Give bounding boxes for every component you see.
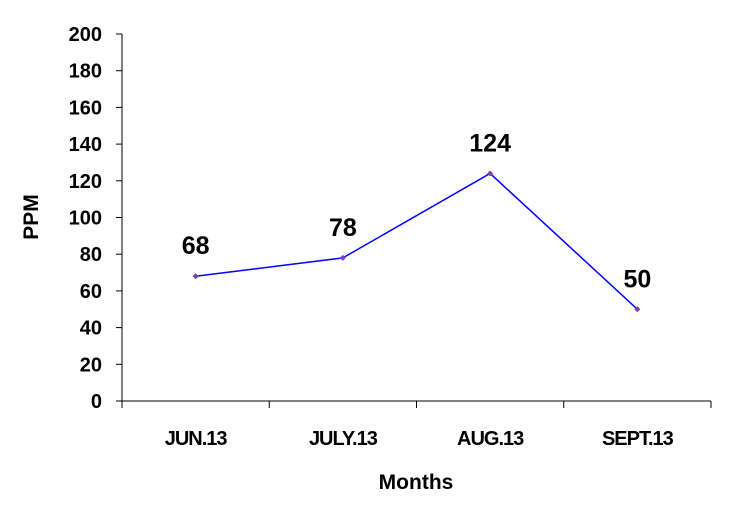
y-tick-label: 180: [69, 61, 102, 83]
data-label: 124: [469, 129, 511, 157]
data-point: [634, 306, 641, 313]
x-axis-title: Months: [379, 471, 454, 494]
data-label: 78: [329, 214, 357, 242]
data-labels-group: 68 78 124 50: [182, 129, 652, 293]
data-point: [339, 254, 346, 261]
data-label: 68: [182, 232, 210, 260]
x-axis-ticks: JUN.13 JULY.13 AUG.13 SEPT.13: [121, 401, 712, 450]
y-axis-title: PPM: [20, 194, 43, 240]
data-point: [192, 273, 199, 280]
series-group: [192, 170, 641, 313]
x-tick-label: SEPT.13: [602, 428, 674, 450]
y-tick-label: 160: [69, 97, 102, 119]
y-axis-ticks: 0 20 40 60 80 100 120 140 160 180 200: [69, 24, 122, 413]
y-tick-label: 120: [69, 171, 102, 193]
y-tick-label: 80: [80, 244, 102, 266]
x-tick-label: AUG.13: [457, 428, 524, 450]
data-label: 50: [623, 265, 651, 293]
y-tick-label: 20: [80, 354, 102, 376]
y-tick-label: 140: [69, 134, 102, 156]
x-tick-label: JULY.13: [309, 428, 378, 450]
y-tick-label: 200: [69, 24, 102, 46]
y-tick-label: 0: [91, 391, 102, 413]
x-tick-label: JUN.13: [165, 428, 228, 450]
y-tick-label: 40: [80, 318, 102, 340]
series-line: [195, 172, 638, 310]
y-tick-label: 60: [80, 281, 102, 303]
y-tick-label: 100: [69, 208, 102, 230]
data-point: [487, 170, 494, 177]
